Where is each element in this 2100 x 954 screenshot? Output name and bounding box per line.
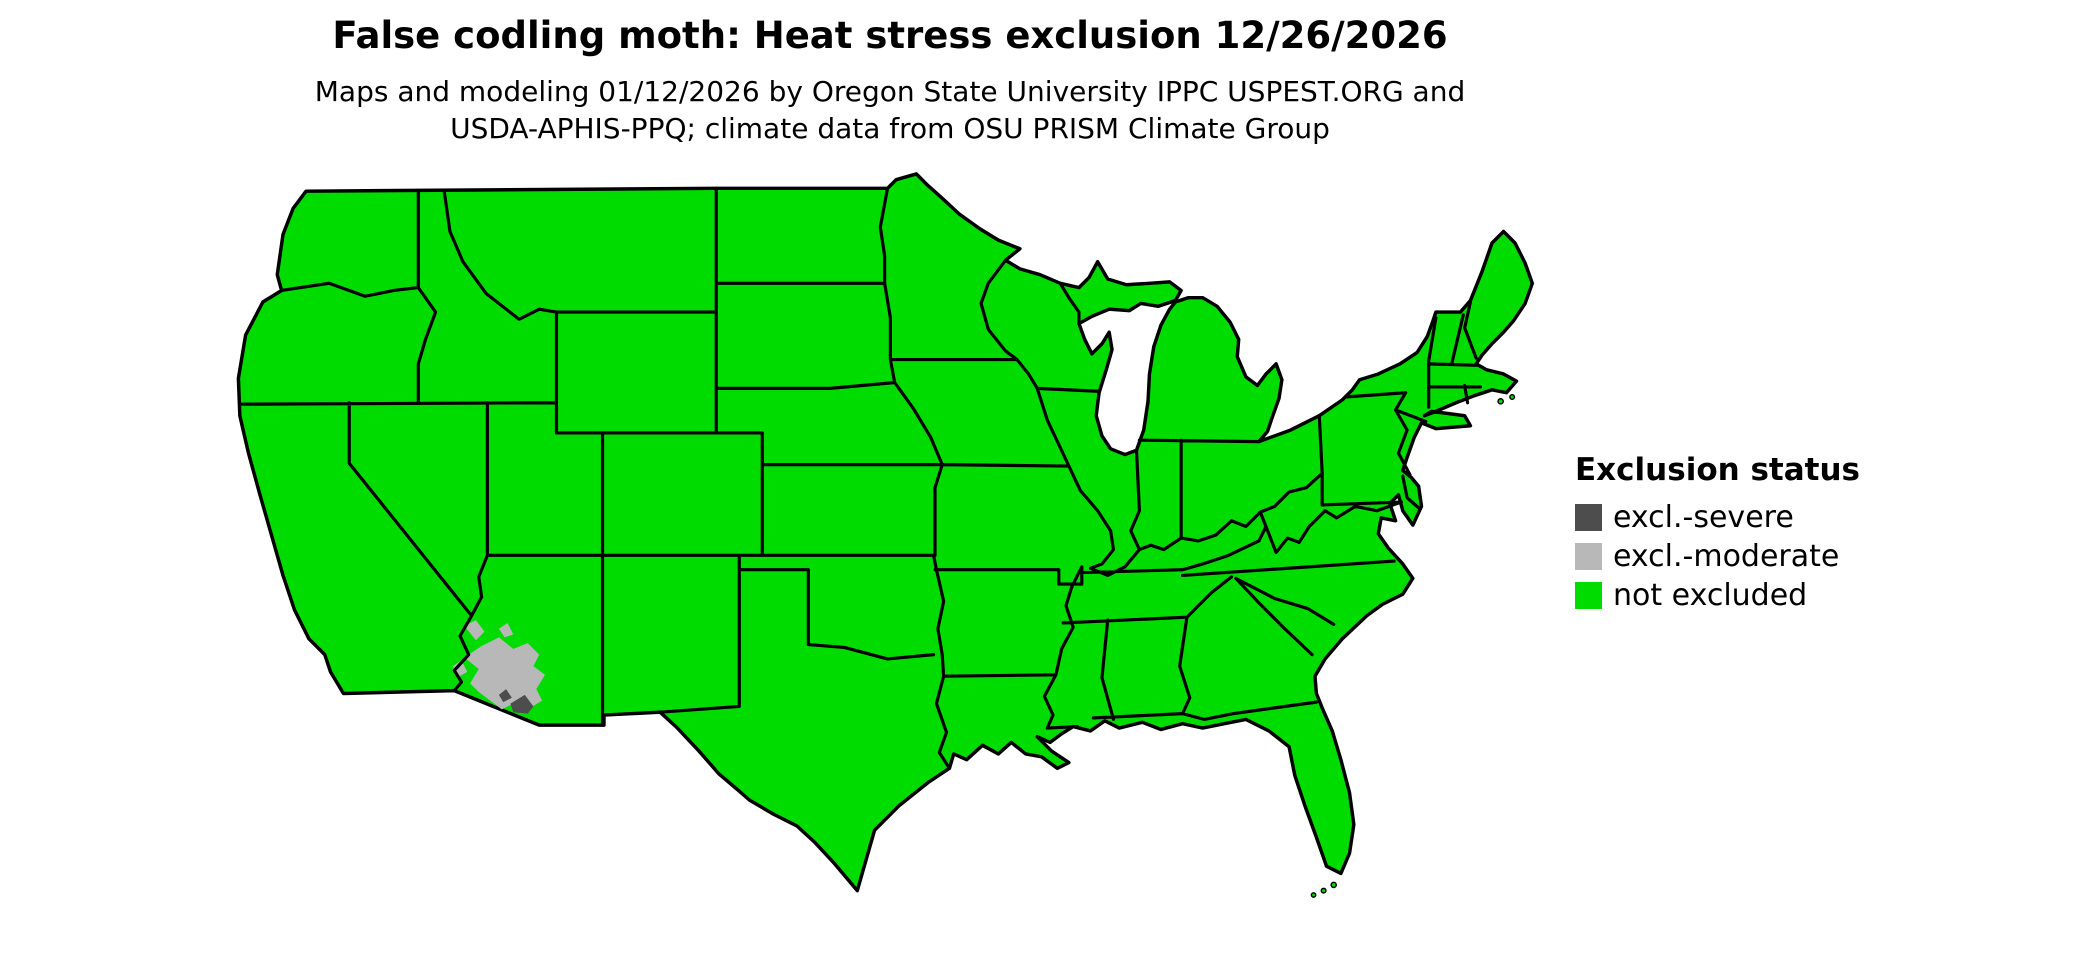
state-borders bbox=[238, 186, 1483, 770]
subtitle-line-1: Maps and modeling 01/12/2026 by Oregon S… bbox=[314, 75, 1466, 108]
us-map-svg bbox=[236, 172, 1535, 898]
us-exclusion-map bbox=[156, 148, 1596, 954]
subtitle-line-2: USDA-APHIS-PPQ; climate data from OSU PR… bbox=[450, 112, 1330, 145]
map-title: False codling moth: Heat stress exclusio… bbox=[332, 14, 1448, 57]
map-subtitle: Maps and modeling 01/12/2026 by Oregon S… bbox=[0, 73, 1780, 147]
moderate-patch bbox=[464, 637, 545, 710]
legend-item-moderate: excl.-moderate bbox=[1575, 539, 1860, 574]
severe-patch bbox=[498, 689, 512, 703]
legend-item-not-excluded: not excluded bbox=[1575, 578, 1860, 613]
moderate-label: excl.-moderate bbox=[1613, 539, 1840, 574]
island bbox=[1497, 398, 1504, 405]
not-excluded-label: not excluded bbox=[1613, 578, 1808, 613]
exclusion-moderate-region bbox=[452, 620, 545, 710]
us-landmass bbox=[236, 172, 1535, 893]
moderate-patch bbox=[464, 620, 485, 641]
severe-label: excl.-severe bbox=[1613, 500, 1794, 535]
legend: Exclusion status excl.-severe excl.-mode… bbox=[1575, 452, 1860, 617]
not-excluded-swatch bbox=[1575, 582, 1602, 609]
island bbox=[1330, 881, 1338, 889]
exclusion-severe-region bbox=[498, 689, 534, 714]
island bbox=[1509, 393, 1516, 401]
legend-title: Exclusion status bbox=[1575, 452, 1861, 488]
island bbox=[1320, 887, 1327, 894]
moderate-patch bbox=[498, 622, 514, 638]
legend-item-severe: excl.-severe bbox=[1575, 500, 1860, 535]
severe-swatch bbox=[1575, 504, 1602, 531]
island bbox=[1310, 892, 1317, 898]
severe-patch bbox=[510, 694, 534, 714]
figure-header: False codling moth: Heat stress exclusio… bbox=[0, 14, 1780, 147]
moderate-swatch bbox=[1575, 543, 1602, 570]
